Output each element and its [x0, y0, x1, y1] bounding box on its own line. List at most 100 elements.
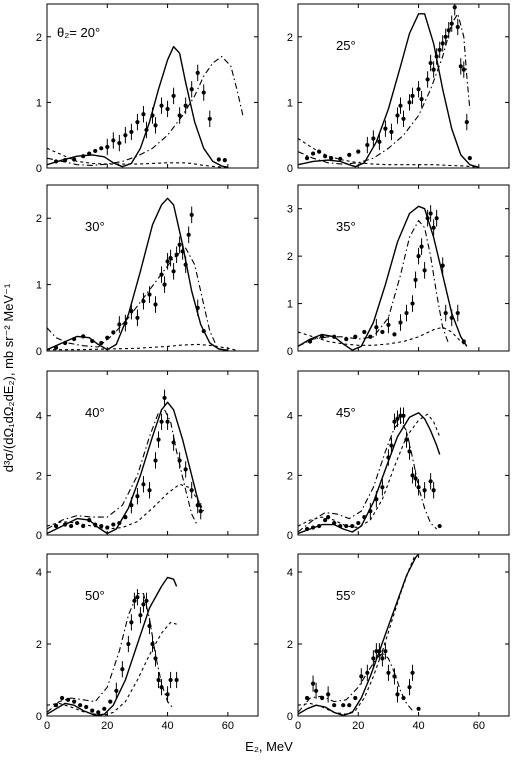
panel-angle-label: 25°	[336, 38, 356, 53]
data-point	[165, 106, 170, 112]
data-point	[62, 522, 68, 527]
data-point	[323, 517, 328, 523]
data-point	[105, 144, 110, 150]
data-point	[389, 129, 394, 135]
data-point	[87, 151, 92, 156]
data-point	[123, 321, 128, 326]
y-tick-label: 2	[287, 639, 293, 651]
data-point	[338, 156, 343, 161]
series-line-dashed	[47, 147, 228, 168]
data-point	[304, 156, 310, 161]
data-point	[105, 335, 110, 340]
data-point	[195, 305, 200, 310]
data-point	[99, 340, 104, 346]
data-point	[111, 138, 116, 143]
data-point	[126, 641, 131, 647]
y-tick-label: 1	[36, 280, 42, 292]
series-line-solid	[47, 45, 229, 168]
data-point	[398, 103, 403, 108]
data-point	[374, 649, 379, 654]
data-point	[75, 520, 80, 526]
series-line-dashdot	[298, 13, 471, 165]
series-line-dashdot	[47, 247, 217, 348]
y-tick-label: 4	[36, 567, 42, 579]
series-line-dashed	[47, 483, 205, 530]
data-point	[117, 322, 122, 327]
series-line-solid	[298, 412, 441, 535]
data-point	[144, 598, 149, 603]
panel-1: 0 1 2 θ₂= 20°	[36, 3, 259, 175]
data-point	[344, 523, 349, 529]
data-point	[78, 703, 83, 708]
data-point	[195, 70, 200, 75]
y-tick-label: 1	[287, 299, 293, 311]
data-point	[156, 437, 161, 442]
data-point	[413, 277, 418, 282]
y-tick-label: 2	[287, 251, 293, 263]
panel-frame	[46, 3, 259, 169]
data-point	[216, 157, 221, 162]
data-point	[156, 677, 161, 683]
data-point	[410, 301, 415, 306]
data-point	[90, 708, 95, 713]
y-tick-label: 0	[36, 711, 42, 723]
data-point	[165, 692, 170, 697]
data-point	[117, 520, 122, 526]
data-point	[59, 695, 65, 701]
plot-area	[47, 576, 179, 716]
plot-area	[298, 4, 480, 168]
data-point	[162, 282, 167, 287]
plot-area	[298, 407, 442, 535]
data-point	[410, 670, 415, 675]
data-point	[53, 159, 59, 164]
y-tick-label: 2	[287, 470, 293, 482]
data-point	[222, 158, 227, 163]
series-line-solid	[298, 13, 480, 168]
panel-5: 0 2 4 40°	[36, 370, 259, 542]
data-point	[446, 28, 451, 33]
data-point	[416, 87, 421, 92]
data-point	[93, 148, 98, 154]
data-point	[186, 232, 191, 237]
panel-angle-label: 50°	[85, 588, 105, 603]
data-point	[449, 21, 454, 26]
data-point	[141, 112, 146, 117]
y-tick-label: 2	[36, 32, 42, 44]
panel-4: 0 1 2 3 35°	[287, 184, 510, 358]
data-point	[419, 97, 424, 102]
data-point	[207, 116, 212, 121]
data-point	[416, 485, 421, 490]
y-tick-label: 1	[287, 97, 293, 109]
y-tick-label: 0	[287, 711, 293, 723]
data-point	[467, 156, 472, 161]
panel-angle-label: 55°	[336, 588, 356, 603]
data-point	[141, 602, 146, 607]
panel-frame	[297, 370, 510, 536]
data-point	[66, 697, 71, 702]
series-line-dashed	[47, 343, 238, 351]
data-point	[99, 523, 104, 529]
data-point	[392, 674, 397, 679]
data-point	[144, 127, 149, 133]
data-point	[407, 449, 412, 454]
data-point	[392, 332, 397, 337]
data-point	[111, 522, 116, 527]
x-tick-label: 40	[161, 720, 173, 732]
data-point	[153, 656, 158, 661]
data-point	[317, 149, 322, 154]
data-point	[320, 334, 325, 339]
y-tick-label: 0	[287, 346, 293, 358]
y-tick-label: 3	[287, 204, 293, 216]
data-point	[386, 455, 391, 460]
data-point	[407, 685, 412, 690]
data-point	[440, 41, 445, 46]
data-point	[356, 149, 361, 154]
y-axis-label: d³σ/(dΩ₁dΩ₂dE₂), mb sr⁻² MeV⁻¹	[1, 283, 16, 472]
data-point	[347, 152, 352, 157]
data-point	[87, 517, 92, 523]
data-point	[135, 595, 140, 600]
data-point	[99, 146, 104, 151]
data-point	[180, 249, 185, 254]
data-point	[371, 656, 376, 661]
